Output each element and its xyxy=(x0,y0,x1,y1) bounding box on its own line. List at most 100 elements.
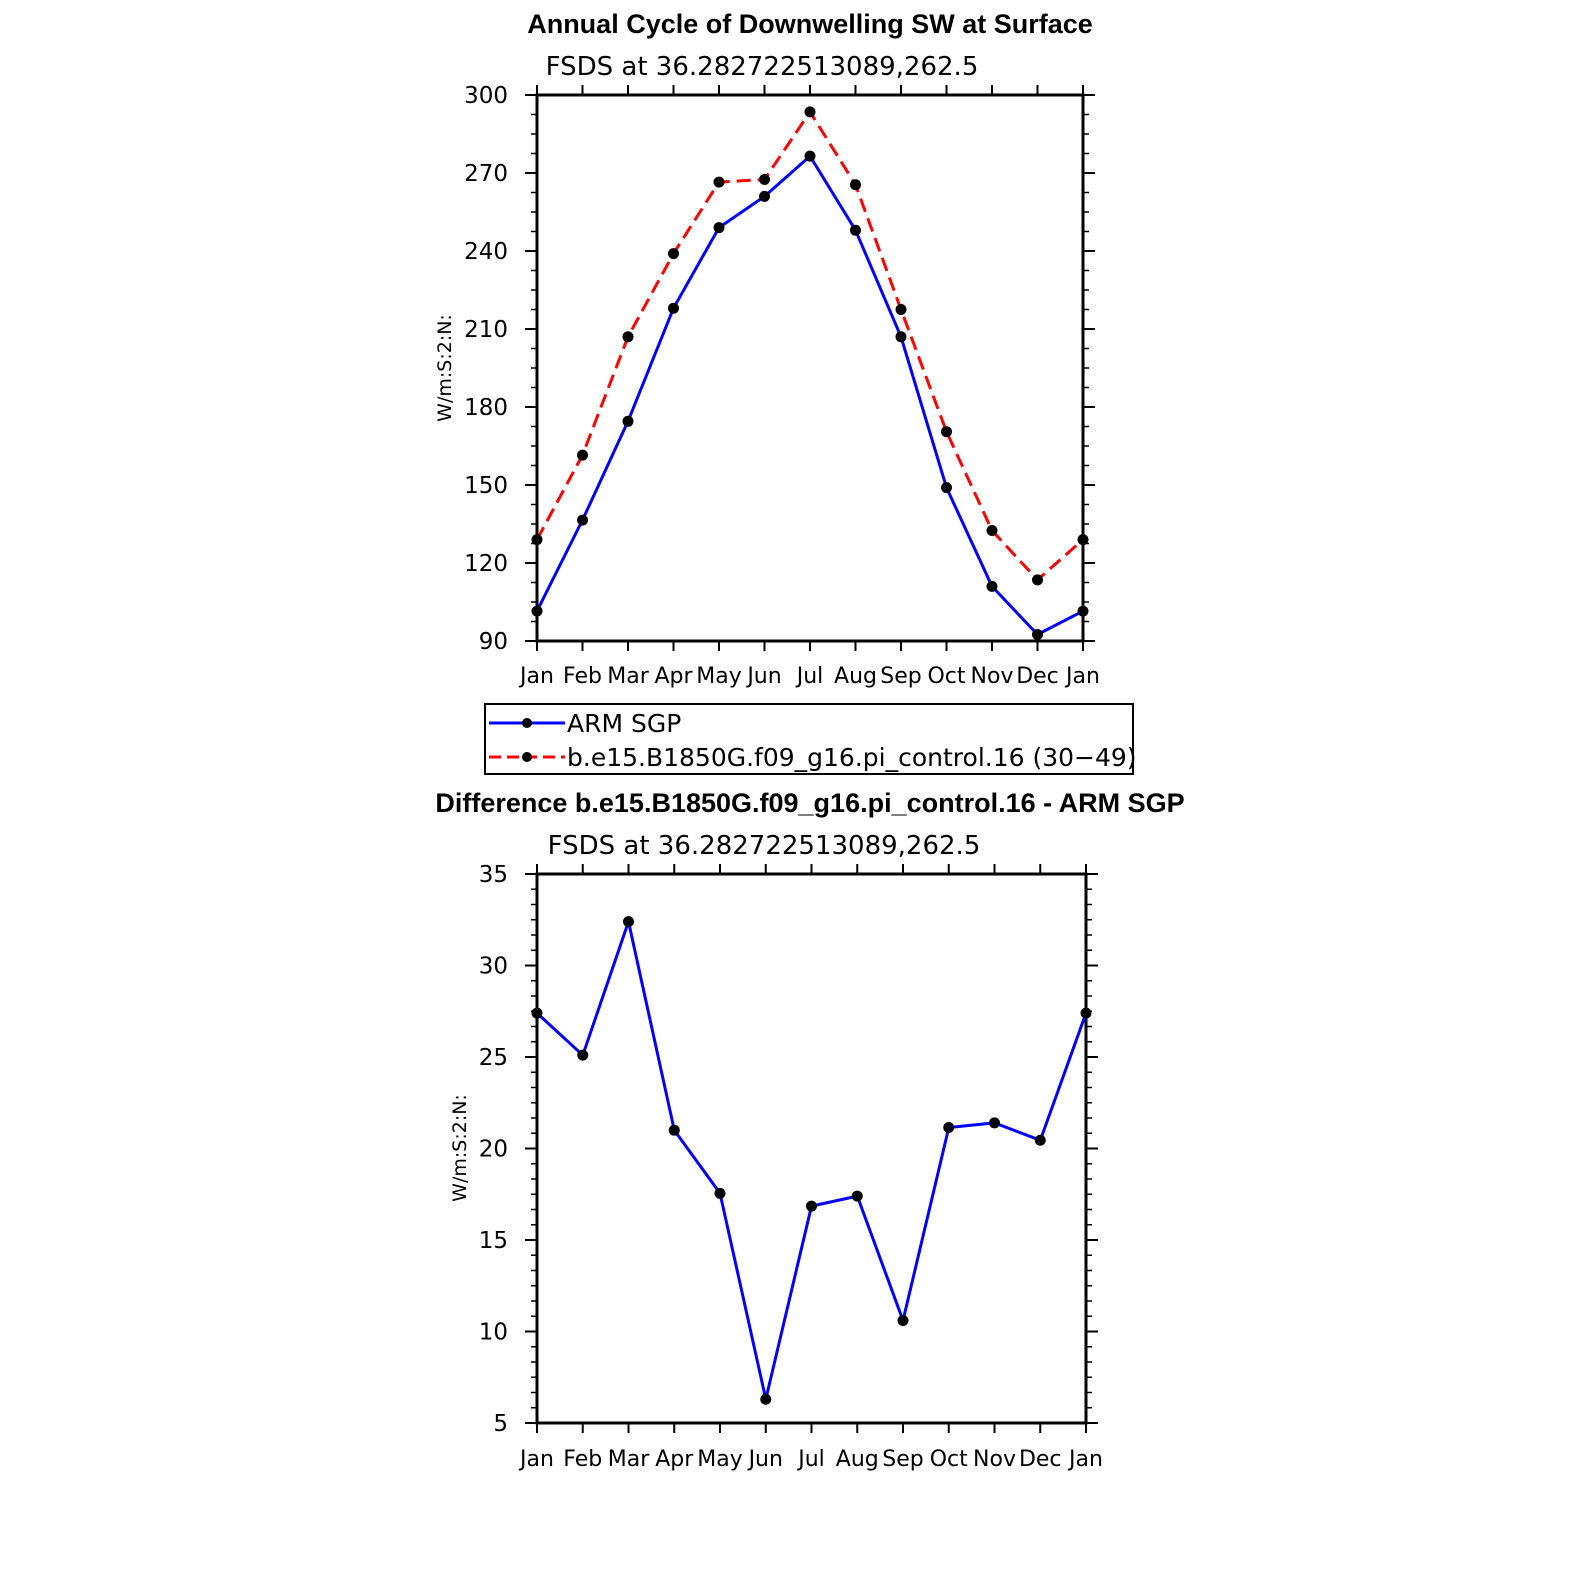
data-point xyxy=(531,605,543,617)
data-point xyxy=(531,534,543,546)
data-point xyxy=(1032,629,1043,640)
y-tick-label: 30 xyxy=(479,954,508,980)
data-point xyxy=(1077,605,1089,617)
x-tick-label: May xyxy=(697,1447,742,1472)
y-tick-label: 15 xyxy=(479,1228,508,1254)
data-point xyxy=(941,482,952,494)
x-tick-label: Jul xyxy=(795,664,824,689)
y-tick-label: 180 xyxy=(464,395,508,421)
x-tick-label: Dec xyxy=(1016,664,1059,689)
annual-cycle-panel: Annual Cycle of Downwelling SW at Surfac… xyxy=(434,9,1100,689)
data-point xyxy=(1034,1134,1046,1146)
data-point xyxy=(668,302,679,314)
legend-box xyxy=(484,703,1134,775)
x-tick-label: Jan xyxy=(1064,664,1100,689)
x-tick-label: Dec xyxy=(1019,1447,1062,1472)
x-tick-label: Jul xyxy=(796,1447,825,1472)
y-tick-label: 25 xyxy=(479,1045,508,1071)
data-point xyxy=(989,1117,1000,1129)
data-point xyxy=(714,1187,726,1199)
plot-frame xyxy=(535,93,1085,643)
x-tick-label: Jan xyxy=(1067,1447,1103,1472)
series-line-0 xyxy=(535,154,1084,636)
data-point xyxy=(897,1315,909,1327)
data-point xyxy=(759,190,770,202)
data-point xyxy=(577,514,588,526)
y-tick-label: 35 xyxy=(479,862,508,888)
data-point xyxy=(760,1393,772,1405)
y-tick-label: 270 xyxy=(464,161,508,187)
axis-ticks xyxy=(525,85,1095,651)
data-point xyxy=(986,525,998,536)
data-point xyxy=(759,174,770,185)
series-line-0 xyxy=(535,920,1088,1401)
x-tick-label: Feb xyxy=(563,664,602,689)
data-point xyxy=(943,1121,955,1133)
data-point xyxy=(804,106,816,118)
x-tick-label: Sep xyxy=(882,1447,923,1472)
x-tick-label: Aug xyxy=(836,1447,879,1472)
plot-frame xyxy=(535,872,1088,1425)
series-line-1 xyxy=(535,110,1084,582)
chart-subtitle: FSDS at 36.282722513089,262.5 xyxy=(548,831,981,861)
data-point xyxy=(623,916,634,928)
legend: ARM SGP b.e15.B1850G.f09_g16.pi_control.… xyxy=(484,703,1137,775)
series-group xyxy=(531,916,1092,1405)
x-tick-label: Oct xyxy=(927,664,965,689)
y-tick-label: 240 xyxy=(464,239,508,265)
x-tick-label: Aug xyxy=(834,664,877,689)
x-tick-label: Apr xyxy=(654,664,693,689)
data-point xyxy=(577,1049,589,1061)
axis-ticks xyxy=(525,864,1098,1433)
x-tick-label: Apr xyxy=(655,1447,694,1472)
data-point xyxy=(668,248,679,260)
y-tick-label: 90 xyxy=(479,629,508,655)
y-tick-labels: 90 120 150 180 210 240 270 300 xyxy=(464,83,508,655)
data-point xyxy=(668,1124,680,1136)
data-point xyxy=(850,224,861,236)
y-axis-label: W/m:S:2:N: xyxy=(434,314,456,422)
x-tick-label: Mar xyxy=(608,1447,650,1472)
y-tick-label: 20 xyxy=(479,1137,508,1163)
y-tick-label: 210 xyxy=(464,317,508,343)
x-tick-label: Jan xyxy=(518,1447,554,1472)
x-tick-label: Nov xyxy=(971,664,1014,689)
data-point xyxy=(804,150,816,162)
x-tick-label: Feb xyxy=(563,1447,602,1472)
data-point xyxy=(986,580,998,592)
data-point xyxy=(622,415,634,427)
y-tick-label: 150 xyxy=(464,473,508,499)
y-tick-label: 120 xyxy=(464,551,508,577)
data-point xyxy=(806,1200,817,1212)
data-point xyxy=(713,176,725,188)
y-tick-label: 5 xyxy=(493,1411,508,1437)
x-tick-labels: Jan Feb Mar Apr May Jun Jul Aug Sep Oct Nov Dec Jan xyxy=(518,664,1100,689)
legend-marker-model xyxy=(522,752,532,762)
x-tick-label: Jan xyxy=(518,664,554,689)
data-point xyxy=(895,331,907,343)
data-point xyxy=(1077,534,1089,546)
x-tick-label: Oct xyxy=(930,1447,968,1472)
data-point xyxy=(895,304,907,315)
x-tick-label: Sep xyxy=(880,664,921,689)
x-tick-label: Mar xyxy=(607,664,649,689)
legend-label-arm-sgp: ARM SGP xyxy=(567,709,681,738)
data-point xyxy=(850,179,861,191)
x-tick-label: Nov xyxy=(973,1447,1016,1472)
data-point xyxy=(1032,574,1043,586)
chart-title: Annual Cycle of Downwelling SW at Surfac… xyxy=(527,9,1093,39)
legend-marker-arm-sgp xyxy=(522,718,532,728)
x-tick-label: May xyxy=(696,664,741,689)
y-axis-label: W/m:S:2:N: xyxy=(449,1094,471,1202)
series-group xyxy=(531,106,1089,640)
chart-subtitle: FSDS at 36.282722513089,262.5 xyxy=(546,52,979,82)
data-point xyxy=(577,449,588,461)
data-point xyxy=(851,1190,863,1202)
y-tick-label: 10 xyxy=(479,1320,508,1346)
x-tick-labels: Jan Feb Mar Apr May Jun Jul Aug Sep Oct Nov Dec Jan xyxy=(518,1447,1103,1472)
y-tick-label: 300 xyxy=(464,83,508,109)
data-point xyxy=(1080,1007,1092,1019)
data-point xyxy=(531,1007,543,1019)
data-point xyxy=(941,426,952,438)
